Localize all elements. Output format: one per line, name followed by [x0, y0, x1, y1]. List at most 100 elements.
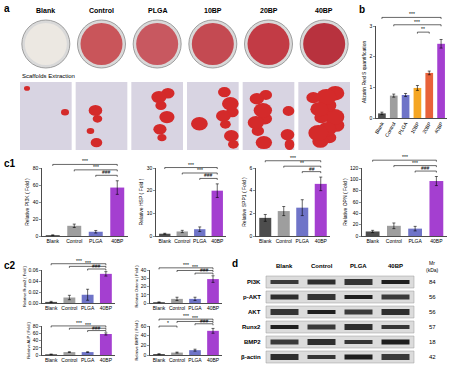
svg-text:40BP: 40BP: [211, 238, 224, 244]
svg-text:AKT: AKT: [248, 309, 261, 315]
svg-text:p-AKT: p-AKT: [243, 294, 261, 300]
svg-text:β-actin: β-actin: [241, 354, 261, 360]
svg-text:Control: Control: [89, 7, 114, 14]
svg-text:0: 0: [36, 233, 39, 239]
svg-text:***: ***: [414, 19, 420, 25]
svg-text:PLGA: PLGA: [148, 7, 167, 14]
svg-text:Relative OPN ( Fold ): Relative OPN ( Fold ): [342, 178, 348, 226]
svg-text:PLGA: PLGA: [397, 120, 409, 135]
svg-text:***: ***: [82, 158, 88, 164]
svg-text:Relative PI3K ( Fold ): Relative PI3K ( Fold ): [24, 178, 30, 226]
svg-text:0: 0: [370, 115, 373, 121]
svg-text:###: ###: [200, 267, 209, 273]
svg-text:20: 20: [147, 187, 153, 193]
svg-text:Control: Control: [66, 238, 82, 244]
svg-text:Relative Osterix ( Fold ): Relative Osterix ( Fold ): [134, 265, 139, 308]
svg-text:Blank: Blank: [153, 357, 166, 363]
svg-text:***: ***: [93, 164, 99, 170]
svg-text:60: 60: [141, 323, 147, 329]
svg-text:*: *: [167, 320, 169, 326]
svg-text:0: 0: [36, 352, 39, 358]
svg-text:PLGA: PLGA: [89, 238, 103, 244]
svg-text:***: ***: [197, 167, 203, 173]
svg-text:b: b: [359, 4, 365, 15]
svg-text:0.04: 0.04: [29, 278, 39, 284]
svg-text:Relative HSP ( Fold ): Relative HSP ( Fold ): [138, 178, 144, 225]
svg-text:0: 0: [356, 233, 359, 239]
svg-text:Relative SPP1 ( Fold ): Relative SPP1 ( Fold ): [241, 177, 247, 227]
svg-text:**: **: [421, 26, 425, 32]
svg-text:4: 4: [250, 187, 253, 193]
svg-text:Relative BMP2 ( Fold ): Relative BMP2 ( Fold ): [134, 320, 139, 361]
svg-text:***: ***: [192, 315, 198, 321]
svg-text:***: ***: [409, 11, 415, 17]
svg-text:40BP: 40BP: [433, 120, 445, 134]
svg-text:Blank: Blank: [373, 121, 385, 135]
svg-text:Mr: Mr: [429, 260, 435, 266]
svg-text:2: 2: [370, 53, 373, 59]
svg-text:40: 40: [141, 332, 147, 338]
svg-text:30: 30: [147, 165, 153, 171]
svg-text:60: 60: [353, 199, 359, 205]
svg-text:Control: Control: [174, 238, 190, 244]
svg-text:10: 10: [147, 210, 153, 216]
svg-text:84: 84: [429, 279, 436, 285]
svg-text:Relative ALP ( Fold ): Relative ALP ( Fold ): [26, 322, 31, 359]
svg-text:***: ***: [192, 264, 198, 270]
svg-text:Blank: Blank: [45, 305, 58, 311]
svg-text:###: ###: [421, 165, 430, 171]
svg-text:PLGA: PLGA: [188, 357, 202, 363]
svg-text:120: 120: [350, 165, 359, 171]
svg-text:10: 10: [141, 292, 147, 298]
svg-text:20: 20: [141, 342, 147, 348]
svg-text:PLGA: PLGA: [81, 305, 95, 311]
svg-text:Control: Control: [311, 263, 333, 269]
svg-text:40: 40: [353, 210, 359, 216]
svg-text:40BP: 40BP: [100, 305, 113, 311]
svg-text:d: d: [232, 258, 238, 269]
svg-text:40: 40: [33, 199, 39, 205]
svg-text:40: 40: [141, 267, 147, 273]
svg-text:40BP: 40BP: [315, 7, 333, 14]
svg-text:c2: c2: [4, 260, 16, 271]
svg-text:###: ###: [92, 263, 101, 269]
svg-text:30: 30: [141, 275, 147, 281]
svg-text:###: ###: [102, 169, 111, 175]
svg-text:PLGA: PLGA: [193, 238, 207, 244]
svg-text:Blank: Blank: [153, 305, 166, 311]
svg-text:56: 56: [429, 309, 436, 315]
svg-text:40BP: 40BP: [388, 263, 403, 269]
svg-text:***: ***: [85, 322, 91, 328]
svg-text:Control: Control: [169, 305, 185, 311]
svg-text:PLGA: PLGA: [408, 238, 422, 244]
svg-text:0.06: 0.06: [29, 267, 39, 273]
svg-text:42: 42: [429, 354, 436, 360]
svg-text:Control: Control: [61, 305, 77, 311]
svg-text:10BP: 10BP: [204, 7, 222, 14]
svg-text:a: a: [4, 3, 10, 14]
svg-text:***: ***: [183, 262, 189, 268]
svg-text:Blank: Blank: [36, 7, 55, 14]
svg-text:Scaffolds Extraction: Scaffolds Extraction: [22, 73, 75, 79]
svg-text:Blank: Blank: [276, 263, 293, 269]
svg-text:Blank: Blank: [46, 238, 59, 244]
svg-text:80: 80: [33, 323, 39, 329]
svg-text:Control: Control: [169, 357, 185, 363]
svg-text:PLGA: PLGA: [81, 357, 95, 363]
svg-text:40: 40: [33, 337, 39, 343]
svg-text:3: 3: [370, 23, 373, 29]
svg-text:80: 80: [353, 187, 359, 193]
svg-text:10BP: 10BP: [409, 120, 421, 134]
svg-text:2: 2: [250, 210, 253, 216]
svg-text:(kDa): (kDa): [426, 267, 439, 273]
svg-text:c1: c1: [4, 158, 16, 169]
svg-text:60: 60: [33, 182, 39, 188]
svg-text:Control: Control: [386, 238, 402, 244]
svg-text:Blank: Blank: [366, 238, 379, 244]
svg-text:PLGA: PLGA: [350, 263, 367, 269]
svg-text:40BP: 40BP: [207, 357, 220, 363]
svg-text:***: ***: [76, 258, 82, 264]
svg-text:0.00: 0.00: [29, 300, 39, 306]
svg-text:18: 18: [429, 339, 436, 345]
svg-text:0: 0: [150, 233, 153, 239]
